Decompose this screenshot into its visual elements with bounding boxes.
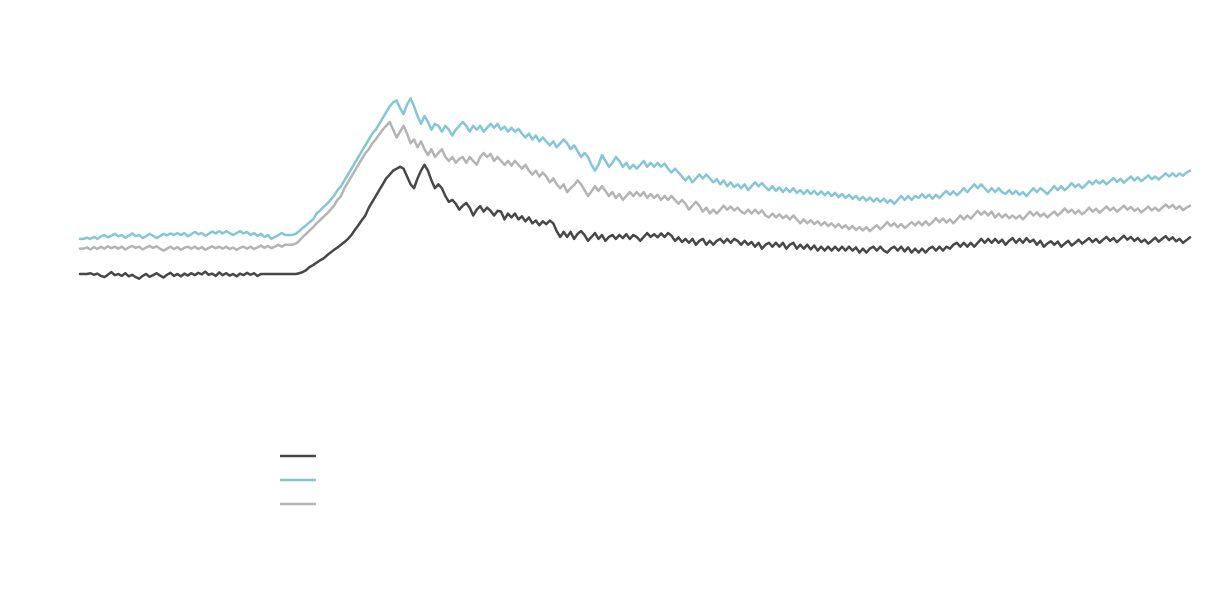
line-chart (0, 0, 1206, 604)
chart-background (0, 0, 1206, 604)
chart-svg (0, 0, 1206, 604)
